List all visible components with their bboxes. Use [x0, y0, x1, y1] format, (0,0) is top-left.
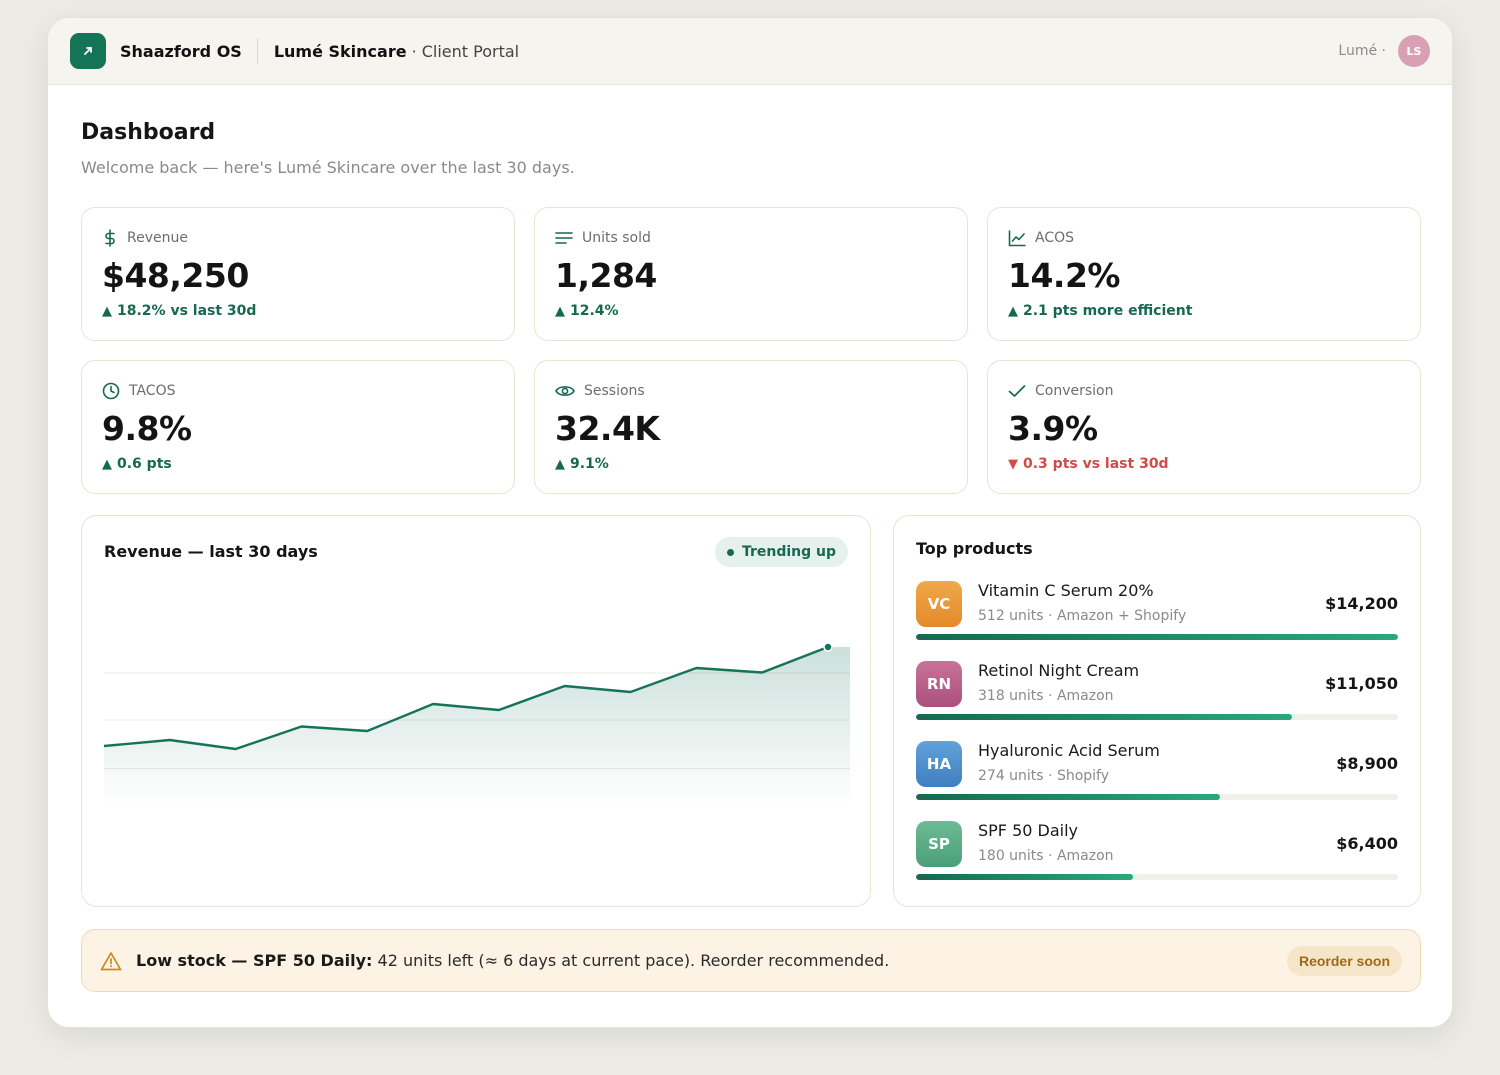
- product-share-bar: [916, 634, 1398, 640]
- kpi-delta-text: 12.4%: [570, 303, 619, 319]
- kpi-card-units-sold[interactable]: Units sold 1,284 ▲ 12.4%: [534, 207, 968, 341]
- kpi-card-revenue[interactable]: Revenue $48,250 ▲ 18.2% vs last 30d: [81, 207, 515, 341]
- kpi-delta: ▲ 2.1 pts more efficient: [1008, 303, 1400, 319]
- product-share-bar: [916, 794, 1398, 800]
- kpi-label: Sessions: [584, 383, 645, 399]
- alert-message: Low stock — SPF 50 Daily: 42 units left …: [136, 951, 889, 970]
- kpi-delta-text: 0.6 pts: [117, 456, 172, 472]
- reorder-soon-button[interactable]: Reorder soon: [1286, 945, 1402, 976]
- clock-icon: [102, 382, 120, 400]
- kpi-label: Revenue: [127, 230, 188, 246]
- revenue-chart-panel: Revenue — last 30 days Trending up: [81, 515, 871, 907]
- kpi-label: Conversion: [1035, 383, 1114, 399]
- product-revenue: $6,400: [1336, 834, 1398, 853]
- kpi-value: 32.4K: [555, 409, 660, 448]
- kpi-label: Units sold: [582, 230, 651, 246]
- product-revenue: $8,900: [1336, 754, 1398, 773]
- product-avatar: RN: [916, 661, 962, 707]
- product-row-spf[interactable]: SP SPF 50 Daily 180 units · Amazon $6,40…: [916, 821, 1398, 883]
- chart-point: [823, 642, 833, 652]
- kpi-delta-text: 2.1 pts more efficient: [1023, 303, 1193, 319]
- check-icon: [1008, 385, 1026, 397]
- product-meta: 274 units · Shopify: [978, 768, 1110, 784]
- product-row-hyaluronic[interactable]: HA Hyaluronic Acid Serum 274 units · Sho…: [916, 741, 1398, 803]
- trending-badge-label: Trending up: [741, 544, 836, 560]
- brand-name[interactable]: Shaazford OS: [120, 41, 242, 61]
- product-revenue: $14,200: [1325, 594, 1398, 613]
- kpi-card-sessions[interactable]: Sessions 32.4K ▲ 9.1%: [534, 360, 968, 494]
- warning-icon: [100, 951, 122, 970]
- kpi-card-tacos[interactable]: TACOS 9.8% ▲ 0.6 pts: [81, 360, 515, 494]
- trend-up-icon: ▲: [102, 456, 112, 472]
- client-name: Lumé Skincare: [273, 41, 407, 61]
- kpi-card-conversion[interactable]: Conversion 3.9% ▼ 0.3 pts vs last 30d: [987, 360, 1421, 494]
- product-revenue: $11,050: [1325, 674, 1398, 693]
- header-divider: [256, 38, 258, 64]
- top-products-panel: Top products VC Vitamin C Serum 20% 512 …: [893, 515, 1421, 907]
- product-share-fill: [916, 874, 1133, 880]
- kpi-value: 3.9%: [1008, 409, 1098, 448]
- kpi-delta-text: 18.2% vs last 30d: [117, 303, 257, 319]
- product-name: SPF 50 Daily: [978, 821, 1079, 840]
- revenue-area-fill: [104, 647, 850, 806]
- alert-body: 42 units left (≈ 6 days at current pace)…: [372, 951, 890, 970]
- revenue-area-chart: [104, 642, 850, 806]
- top-products-title: Top products: [916, 539, 1033, 558]
- product-row-vitamin-c[interactable]: VC Vitamin C Serum 20% 512 units · Amazo…: [916, 581, 1398, 643]
- app-logo-icon[interactable]: [70, 33, 106, 69]
- product-avatar: VC: [916, 581, 962, 627]
- portal-label: · Client Portal: [411, 41, 520, 61]
- kpi-label: ACOS: [1035, 230, 1075, 246]
- kpi-value: 1,284: [555, 256, 657, 295]
- trending-badge: Trending up: [714, 537, 848, 567]
- product-share-bar: [916, 874, 1398, 880]
- trend-up-icon: ▲: [102, 303, 112, 319]
- kpi-delta: ▲ 12.4%: [555, 303, 947, 319]
- product-avatar: SP: [916, 821, 962, 867]
- trend-up-icon: ▲: [555, 456, 565, 472]
- kpi-delta: ▼ 0.3 pts vs last 30d: [1008, 456, 1400, 472]
- alert-strong: Low stock — SPF 50 Daily:: [136, 951, 373, 970]
- product-avatar: HA: [916, 741, 962, 787]
- product-row-retinol[interactable]: RN Retinol Night Cream 318 units · Amazo…: [916, 661, 1398, 723]
- trend-up-icon: ▲: [555, 303, 565, 319]
- status-dot-icon: [726, 548, 734, 556]
- product-share-fill: [916, 714, 1292, 720]
- user-avatar[interactable]: LS: [1398, 35, 1430, 67]
- kpi-delta-text: 0.3 pts vs last 30d: [1023, 456, 1169, 472]
- kpi-card-acos[interactable]: ACOS 14.2% ▲ 2.1 pts more efficient: [987, 207, 1421, 341]
- user-label: Lumé ·: [1338, 43, 1386, 59]
- revenue-line: [104, 645, 829, 751]
- product-meta: 512 units · Amazon + Shopify: [978, 608, 1187, 624]
- product-share-bar: [916, 714, 1398, 720]
- kpi-value: $48,250: [102, 256, 249, 295]
- product-share-fill: [916, 794, 1220, 800]
- kpi-delta: ▲ 0.6 pts: [102, 456, 494, 472]
- kpi-delta: ▲ 9.1%: [555, 456, 947, 472]
- page-title: Dashboard: [81, 120, 216, 145]
- product-meta: 318 units · Amazon: [978, 688, 1114, 704]
- kpi-delta: ▲ 18.2% vs last 30d: [102, 303, 494, 319]
- product-share-fill: [916, 634, 1398, 640]
- chart-title: Revenue — last 30 days: [104, 542, 318, 561]
- app-window: Shaazford OS Lumé Skincare · Client Port…: [47, 17, 1453, 1028]
- trend-up-icon: ▲: [1008, 303, 1018, 319]
- product-name: Retinol Night Cream: [978, 661, 1140, 680]
- product-name: Vitamin C Serum 20%: [978, 581, 1154, 600]
- kpi-delta-text: 9.1%: [570, 456, 609, 472]
- kpi-label: TACOS: [129, 383, 176, 399]
- dollar-icon: [105, 229, 115, 247]
- kpi-value: 14.2%: [1008, 256, 1121, 295]
- low-stock-alert: Low stock — SPF 50 Daily: 42 units left …: [81, 929, 1421, 992]
- eye-icon: [555, 386, 575, 396]
- page-subtitle: Welcome back — here's Lumé Skincare over…: [81, 158, 575, 177]
- line-chart-icon: [1008, 229, 1026, 246]
- trend-down-icon: ▼: [1008, 456, 1018, 472]
- kpi-value: 9.8%: [102, 409, 192, 448]
- list-icon: [555, 232, 573, 244]
- top-bar: Shaazford OS Lumé Skincare · Client Port…: [48, 18, 1452, 85]
- product-name: Hyaluronic Acid Serum: [978, 741, 1160, 760]
- product-meta: 180 units · Amazon: [978, 848, 1114, 864]
